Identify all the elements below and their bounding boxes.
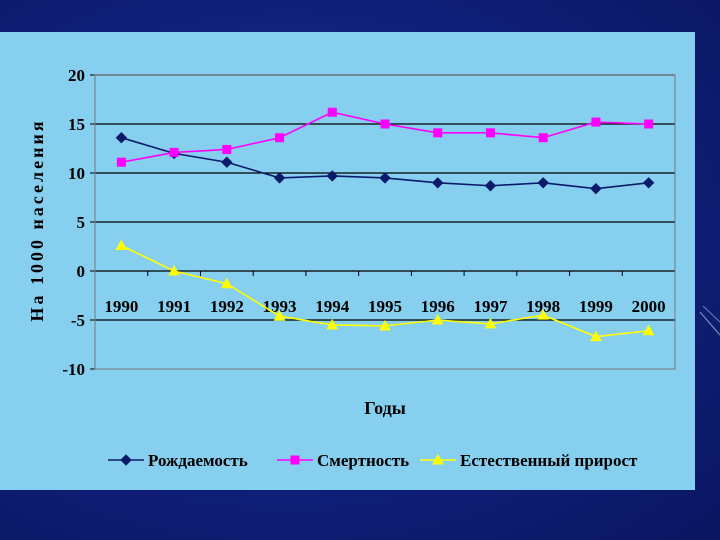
legend-label-1: Смертность xyxy=(317,451,409,470)
series-1-point-1 xyxy=(169,147,179,157)
series-0-point-8 xyxy=(537,177,549,189)
series-1-point-0 xyxy=(116,157,126,167)
legend-item-birth-rate: Рождаемость xyxy=(108,451,248,470)
legend: Рождаемость Смертность Естественный прирос… xyxy=(108,451,638,470)
series-2-point-3 xyxy=(273,310,286,321)
series-2 xyxy=(115,239,655,342)
y-tick-label-6: 20 xyxy=(68,66,85,85)
y-tick-labels: -10 -5 0 5 10 15 20 xyxy=(62,66,85,379)
x-tick-label-0: 1990 xyxy=(104,297,138,316)
series-1-point-2 xyxy=(222,144,232,154)
series-2-point-0 xyxy=(115,239,128,251)
legend-marker-2 xyxy=(432,453,444,465)
series-1 xyxy=(116,107,654,167)
series-1-point-10 xyxy=(644,119,654,129)
y-axis-label: На 1000 населения xyxy=(27,118,47,321)
chart-panel: -10 -5 0 5 10 15 20 1990 1991 1992 1993 1994 1995 19… xyxy=(0,32,695,490)
y-tick-label-3: 5 xyxy=(77,213,86,232)
series-0-point-3 xyxy=(273,172,286,184)
y-tick-label-5: 15 xyxy=(68,115,85,134)
series-0-point-5 xyxy=(379,172,391,184)
x-tick-label-8: 1998 xyxy=(526,297,560,316)
series-0-point-0 xyxy=(115,132,128,144)
x-tick-label-5: 1995 xyxy=(368,297,402,316)
series-1-point-4 xyxy=(327,107,337,117)
x-tick-label-4: 1994 xyxy=(315,297,350,316)
series-2-point-6 xyxy=(431,313,444,325)
legend-label-0: Рождаемость xyxy=(148,451,248,470)
series-1-point-3 xyxy=(275,133,285,143)
series-2-point-4 xyxy=(326,318,339,330)
x-axis-label: Годы xyxy=(364,398,406,418)
x-tick-label-1: 1991 xyxy=(157,297,191,316)
legend-marker-1 xyxy=(290,455,300,465)
series-1-point-5 xyxy=(380,119,390,129)
series-0-point-7 xyxy=(484,180,497,192)
series-1-point-7 xyxy=(485,128,495,138)
series-1-point-8 xyxy=(538,133,548,143)
legend-marker-0 xyxy=(120,454,132,466)
series-2-point-9 xyxy=(590,330,602,342)
series-0 xyxy=(115,132,655,195)
y-tick-label-4: 10 xyxy=(68,164,85,183)
x-tick-label-2: 1992 xyxy=(210,297,244,316)
x-tick-labels: 1990 1991 1992 1993 1994 1995 1996 1997 1998 1999… xyxy=(104,297,665,316)
series-2-point-1 xyxy=(168,264,180,276)
series-0-point-10 xyxy=(642,177,655,189)
series-2-point-2 xyxy=(220,277,233,289)
plot-area xyxy=(94,74,676,370)
legend-item-natural-growth: Естественный прирост xyxy=(420,451,638,470)
series-2-point-8 xyxy=(537,309,550,320)
series-2-point-10 xyxy=(642,324,655,336)
series-1-point-6 xyxy=(433,128,443,138)
x-tick-label-7: 1997 xyxy=(473,297,508,316)
legend-item-death-rate: Смертность xyxy=(277,451,409,470)
x-tick-label-6: 1996 xyxy=(421,297,455,316)
y-tick-label-2: 0 xyxy=(77,262,86,281)
series-2-point-7 xyxy=(484,317,497,329)
series-2-point-5 xyxy=(379,319,391,331)
series-0-point-4 xyxy=(326,170,338,182)
series-layer xyxy=(115,107,655,342)
plot-border xyxy=(94,74,676,370)
series-0-point-9 xyxy=(590,182,602,195)
legend-label-2: Естественный прирост xyxy=(460,451,638,470)
x-tick-label-9: 1999 xyxy=(579,297,613,316)
x-tick-label-10: 2000 xyxy=(632,297,666,316)
series-1-point-9 xyxy=(591,117,601,127)
series-0-point-2 xyxy=(221,156,233,168)
y-tick-label-1: -5 xyxy=(71,311,85,330)
series-0-point-6 xyxy=(432,177,444,189)
y-tick-label-0: -10 xyxy=(62,360,85,379)
